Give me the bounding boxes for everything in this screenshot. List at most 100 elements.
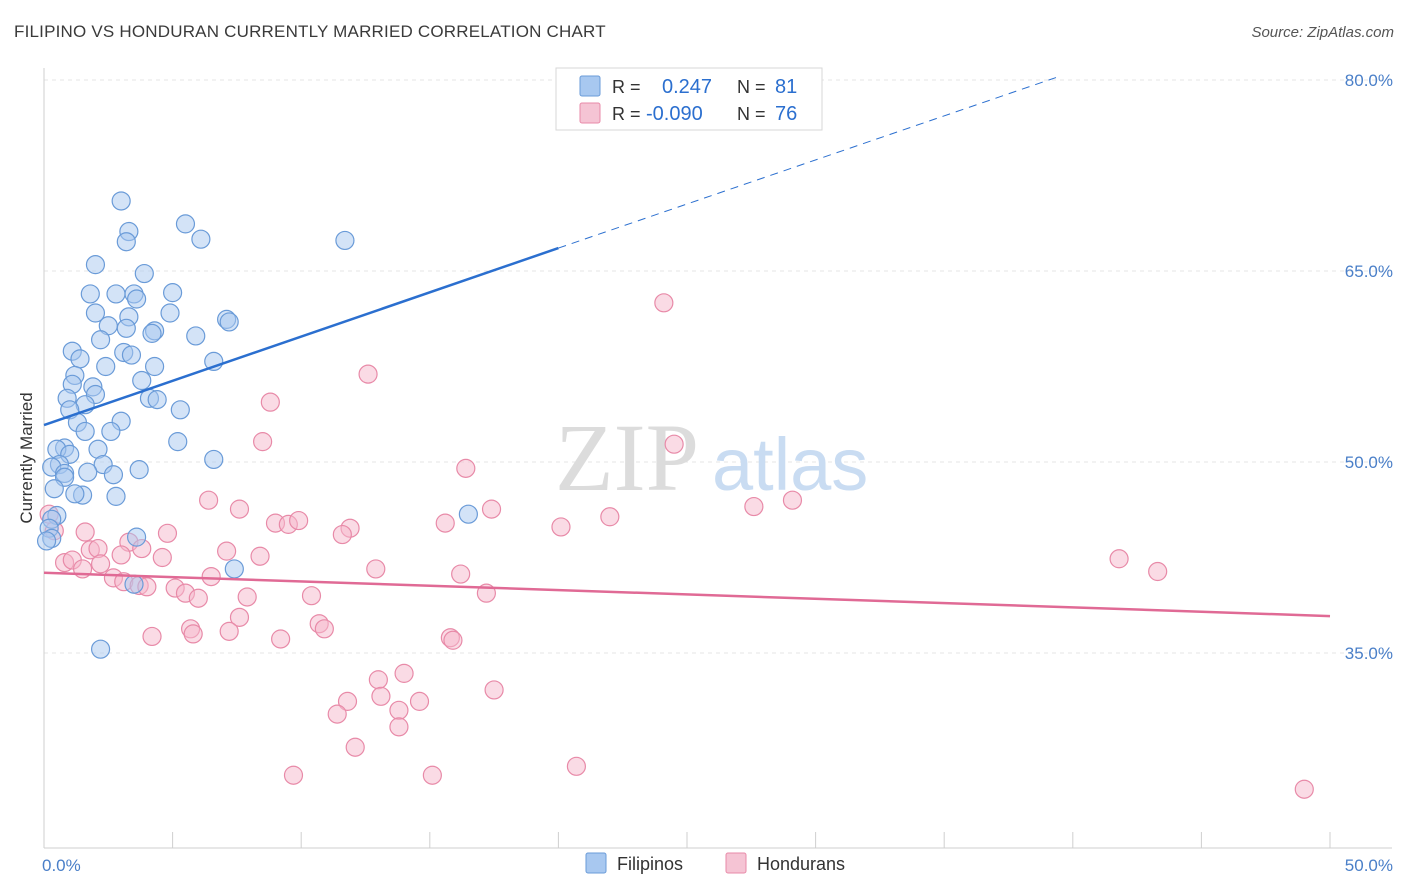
hondurans-point-56 bbox=[142, 626, 162, 647]
legend-r-label-filipinos: R = bbox=[612, 77, 641, 97]
hondurans-point-27 bbox=[217, 541, 237, 561]
watermark-zip: ZIP bbox=[555, 404, 699, 511]
hondurans-point-57 bbox=[271, 629, 291, 649]
filipinos-point-32 bbox=[132, 370, 152, 391]
hondurans-point-35 bbox=[366, 559, 386, 579]
filipinos-point-69 bbox=[36, 531, 57, 551]
bottom-legend-filipinos: Filipinos bbox=[617, 854, 683, 874]
filipinos-point-52 bbox=[129, 460, 149, 480]
hondurans-point-50 bbox=[229, 607, 250, 627]
filipinos-point-4 bbox=[191, 229, 211, 249]
filipinos-point-71 bbox=[224, 559, 244, 579]
hondurans-point-0 bbox=[654, 293, 674, 313]
hondurans-point-59 bbox=[443, 630, 463, 650]
hondurans-point-36 bbox=[451, 564, 471, 584]
filipinos-point-6 bbox=[85, 255, 106, 275]
y-tick-labels: 80.0% 65.0% 50.0% 35.0% bbox=[1345, 71, 1393, 663]
hondurans-point-28 bbox=[111, 545, 131, 565]
filipinos-point-12 bbox=[126, 289, 147, 309]
hondurans-point-2 bbox=[260, 392, 280, 412]
filipinos-trend-extension bbox=[558, 75, 1061, 249]
filipinos-point-2 bbox=[175, 214, 196, 234]
hondurans-point-72 bbox=[422, 765, 442, 785]
filipinos-point-9 bbox=[106, 284, 126, 304]
filipinos-point-30 bbox=[144, 356, 165, 377]
filipinos-point-46 bbox=[168, 432, 188, 452]
hondurans-point-69 bbox=[345, 737, 365, 757]
hondurans-point-9 bbox=[229, 499, 250, 519]
axes bbox=[43, 68, 1392, 849]
hondurans-point-10 bbox=[481, 499, 502, 519]
filipinos-point-8 bbox=[80, 284, 100, 304]
hondurans-point-66 bbox=[389, 700, 409, 720]
hondurans-point-4 bbox=[664, 434, 684, 454]
hondurans-point-21 bbox=[332, 524, 352, 545]
hondurans-point-7 bbox=[782, 490, 803, 510]
hondurans-point-60 bbox=[394, 663, 414, 683]
filipinos-point-29 bbox=[96, 356, 116, 377]
filipinos-point-45 bbox=[101, 421, 121, 442]
y-tick-label-0: 80.0% bbox=[1345, 71, 1393, 90]
filipinos-point-58 bbox=[78, 462, 98, 482]
filipinos-point-7 bbox=[134, 263, 154, 284]
hondurans-point-20 bbox=[75, 522, 95, 542]
x-tick-labels: 0.0% 50.0% bbox=[42, 856, 1393, 875]
hondurans-point-8 bbox=[744, 496, 764, 517]
y-tick-label-2: 50.0% bbox=[1345, 453, 1393, 472]
hondurans-point-18 bbox=[551, 517, 571, 537]
filipinos-point-72 bbox=[124, 574, 144, 594]
legend-n-value-hondurans: 76 bbox=[775, 103, 797, 125]
hondurans-point-37 bbox=[201, 566, 221, 587]
filipinos-point-0 bbox=[111, 191, 131, 211]
legend-n-label-hondurans: N = bbox=[737, 104, 766, 124]
bottom-legend-swatch-hondurans bbox=[725, 852, 747, 874]
x-tick-label-1: 50.0% bbox=[1345, 856, 1393, 875]
hondurans-point-54 bbox=[219, 621, 239, 641]
x-tick-label-0: 0.0% bbox=[42, 856, 81, 875]
filipinos-point-51 bbox=[204, 449, 224, 470]
grid-lines bbox=[44, 79, 1392, 654]
filipinos-point-15 bbox=[160, 303, 180, 323]
filipinos-point-11 bbox=[163, 283, 183, 303]
bottom-legend-hondurans: Hondurans bbox=[757, 854, 845, 874]
hondurans-points bbox=[39, 293, 1314, 799]
hondurans-point-63 bbox=[371, 686, 391, 706]
y-tick-label-3: 35.0% bbox=[1345, 644, 1393, 663]
filipinos-point-27 bbox=[70, 349, 90, 369]
trend-lines bbox=[43, 75, 1331, 618]
y-axis-label: Currently Married bbox=[17, 392, 36, 523]
filipinos-point-44 bbox=[75, 421, 95, 442]
legend-swatch-filipinos bbox=[579, 75, 601, 97]
y-tick-label-1: 65.0% bbox=[1345, 262, 1393, 281]
filipinos-point-63 bbox=[106, 486, 126, 506]
legend-swatch-hondurans bbox=[579, 102, 601, 124]
filipinos-point-13 bbox=[85, 303, 106, 323]
hondurans-point-29 bbox=[152, 547, 172, 568]
filipinos-point-22 bbox=[186, 326, 206, 346]
hondurans-point-68 bbox=[389, 717, 409, 737]
bottom-legend-swatch-filipinos bbox=[585, 852, 607, 874]
hondurans-point-30 bbox=[250, 546, 270, 566]
filipinos-point-17 bbox=[219, 312, 239, 332]
hondurans-point-19 bbox=[157, 523, 178, 543]
legend-r-value-filipinos: 0.247 bbox=[662, 76, 712, 98]
bottom-legend: Filipinos Hondurans bbox=[585, 852, 845, 874]
filipinos-point-73 bbox=[90, 639, 111, 659]
hondurans-point-67 bbox=[327, 704, 347, 724]
hondurans-point-70 bbox=[566, 756, 587, 776]
legend-r-value-hondurans: -0.090 bbox=[646, 103, 703, 125]
hondurans-point-62 bbox=[484, 680, 504, 700]
hondurans-point-61 bbox=[368, 670, 388, 690]
legend-n-label-filipinos: N = bbox=[737, 77, 766, 97]
watermark: ZIP atlas bbox=[555, 404, 868, 511]
hondurans-point-6 bbox=[199, 490, 219, 510]
chart-title: FILIPINO VS HONDURAN CURRENTLY MARRIED C… bbox=[14, 22, 606, 41]
filipinos-point-26 bbox=[121, 345, 142, 365]
hondurans-point-33 bbox=[90, 554, 111, 574]
filipinos-trend-line bbox=[43, 246, 559, 427]
hondurans-point-64 bbox=[337, 691, 358, 711]
filipinos-point-41 bbox=[170, 400, 190, 420]
hondurans-point-15 bbox=[435, 513, 455, 533]
hondurans-point-16 bbox=[289, 510, 309, 531]
